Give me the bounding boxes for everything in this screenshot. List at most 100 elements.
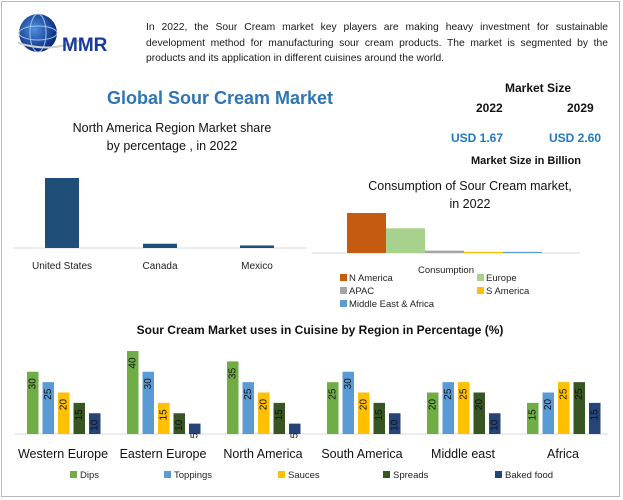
market-size-value-2029: USD 2.60 [549, 131, 602, 145]
chart3-data-label-north-america-toppings: 25 [243, 388, 254, 400]
chart3-data-label-africa-dips: 15 [527, 409, 538, 421]
chart3-category-north-america: North America [223, 447, 302, 461]
chart3-data-label-middle-east-baked-food: 10 [489, 419, 500, 431]
chart2-legend-swatch-europe [477, 274, 484, 281]
chart3-data-label-western-europe-sauces: 20 [58, 399, 69, 411]
chart3-bar-western-europe-toppings [42, 382, 54, 434]
chart3-legend-label-dips: Dips [80, 470, 99, 481]
chart3-data-label-eastern-europe-sauces: 15 [158, 409, 169, 421]
chart3-data-label-africa-sauces: 25 [558, 388, 569, 400]
chart2-legend-swatch-apac [340, 287, 347, 294]
chart3-legend-label-baked-food: Baked food [505, 470, 553, 481]
market-size-year-2022: 2022 [476, 101, 503, 115]
chart3-data-label-western-europe-dips: 30 [27, 378, 38, 390]
chart3-data-label-south-america-baked-food: 10 [389, 419, 400, 431]
chart3-data-label-eastern-europe-spreads: 10 [174, 419, 185, 431]
chart3-data-label-north-america-spreads: 15 [274, 409, 285, 421]
chart3-legend-swatch-sauces [278, 471, 285, 478]
page-title: Global Sour Cream Market [106, 88, 334, 108]
chart3-bar-middle-east-baked-food [489, 413, 501, 434]
chart3-data-label-eastern-europe-dips: 40 [127, 357, 138, 369]
chart2-legend-swatch-n-america [340, 274, 347, 281]
chart3-data-label-africa-baked-food: 15 [589, 409, 600, 421]
chart3-bar-north-america-toppings [242, 382, 254, 434]
chart3-data-label-africa-toppings: 20 [543, 399, 554, 411]
chart3-legend-swatch-dips [70, 471, 77, 478]
chart2-legend-label-europe: Europe [486, 273, 517, 284]
chart3-data-label-middle-east-sauces: 25 [458, 388, 469, 400]
chart3-bar-africa-baked-food [589, 402, 601, 434]
chart2-bar-n-america [347, 213, 386, 253]
chart2-legend-swatch-middle-east-africa [340, 300, 347, 307]
chart3-legend-swatch-spreads [383, 471, 390, 478]
chart3-category-middle-east: Middle east [431, 447, 495, 461]
chart2-legend-label-middle-east-africa: Middle East & Africa [349, 299, 435, 310]
market-size-unit: Market Size in Billion [471, 155, 582, 167]
chart3-data-label-north-america-sauces: 20 [258, 399, 269, 411]
chart3-bar-middle-east-dips [427, 392, 439, 434]
chart2-legend-swatch-s-america [477, 287, 484, 294]
chart3-bar-north-america-spreads [273, 402, 285, 434]
chart3-bar-africa-spreads [573, 382, 585, 434]
mmr-logo: MMR [17, 13, 108, 56]
chart3-bar-south-america-spreads [373, 402, 385, 434]
chart1-bar-united-states [45, 178, 79, 248]
chart3-category-western-europe: Western Europe [18, 447, 108, 461]
chart3-data-label-north-america-dips: 35 [227, 367, 238, 379]
chart3-data-label-middle-east-toppings: 25 [443, 388, 454, 400]
chart2-title-line2: in 2022 [449, 197, 490, 211]
chart3-data-label-south-america-sauces: 20 [358, 399, 369, 411]
chart3-bar-north-america-sauces [258, 392, 270, 434]
chart2-xlabel: Consumption [418, 265, 474, 276]
chart1-title-line2: by percentage , in 2022 [107, 139, 238, 153]
chart3-bar-middle-east-spreads [473, 392, 485, 434]
chart2-bar-middle-east-africa [503, 251, 542, 253]
chart1-title-line1: North America Region Market share [73, 121, 272, 135]
chart3-legend-label-spreads: Spreads [393, 470, 429, 481]
chart1-bar-canada [143, 243, 177, 248]
chart3-category-eastern-europe: Eastern Europe [120, 447, 207, 461]
chart3-data-label-middle-east-dips: 20 [427, 399, 438, 411]
chart3-data-label-south-america-dips: 25 [327, 388, 338, 400]
logo-text: MMR [62, 35, 108, 56]
market-size-year-2029: 2029 [567, 101, 594, 115]
chart3-bar-western-europe-spreads [73, 402, 85, 434]
chart3-bar-north-america-dips [227, 361, 239, 434]
chart2-bar-s-america [464, 251, 503, 253]
chart3-bar-africa-dips [527, 402, 539, 434]
chart3-data-label-africa-spreads: 25 [574, 388, 585, 400]
chart3-bar-south-america-toppings [342, 371, 354, 434]
chart2-legend-label-apac: APAC [349, 286, 374, 297]
chart3-data-label-eastern-europe-baked-food: 5 [189, 432, 200, 438]
chart3-data-label-middle-east-spreads: 20 [474, 399, 485, 411]
chart2-bar-europe [386, 228, 425, 253]
market-size-value-2022: USD 1.67 [451, 131, 504, 145]
market-size-title: Market Size [504, 81, 572, 95]
chart3-bar-africa-toppings [542, 392, 554, 434]
chart3-category-africa: Africa [547, 447, 579, 461]
chart3-bar-eastern-europe-toppings [142, 371, 154, 434]
chart3-bar-south-america-baked-food [389, 413, 401, 434]
chart3-bar-middle-east-toppings [442, 382, 454, 434]
chart3-bar-eastern-europe-dips [127, 351, 139, 434]
chart3-bar-western-europe-dips [27, 371, 39, 434]
chart2-title-line1: Consumption of Sour Cream market, [368, 179, 572, 193]
chart3-legend-label-sauces: Sauces [288, 470, 320, 481]
chart2-legend-label-s-america: S America [486, 286, 530, 297]
chart2-bar-apac [425, 250, 464, 253]
chart1-category-united-states: United States [32, 261, 92, 272]
chart3-bar-eastern-europe-baked-food [189, 423, 201, 434]
chart3-bar-western-europe-baked-food [89, 413, 101, 434]
chart3-data-label-western-europe-baked-food: 10 [89, 419, 100, 431]
chart3-bar-south-america-sauces [358, 392, 370, 434]
chart3-bar-eastern-europe-sauces [158, 402, 170, 434]
chart1-bar-mexico [240, 245, 274, 248]
chart1-category-mexico: Mexico [241, 261, 273, 272]
chart3-legend-swatch-baked-food [495, 471, 502, 478]
chart3-data-label-south-america-spreads: 15 [374, 409, 385, 421]
chart3-data-label-western-europe-spreads: 15 [74, 409, 85, 421]
chart3-bar-middle-east-sauces [458, 382, 470, 434]
intro-text: In 2022, the Sour Cream market key playe… [146, 22, 608, 64]
